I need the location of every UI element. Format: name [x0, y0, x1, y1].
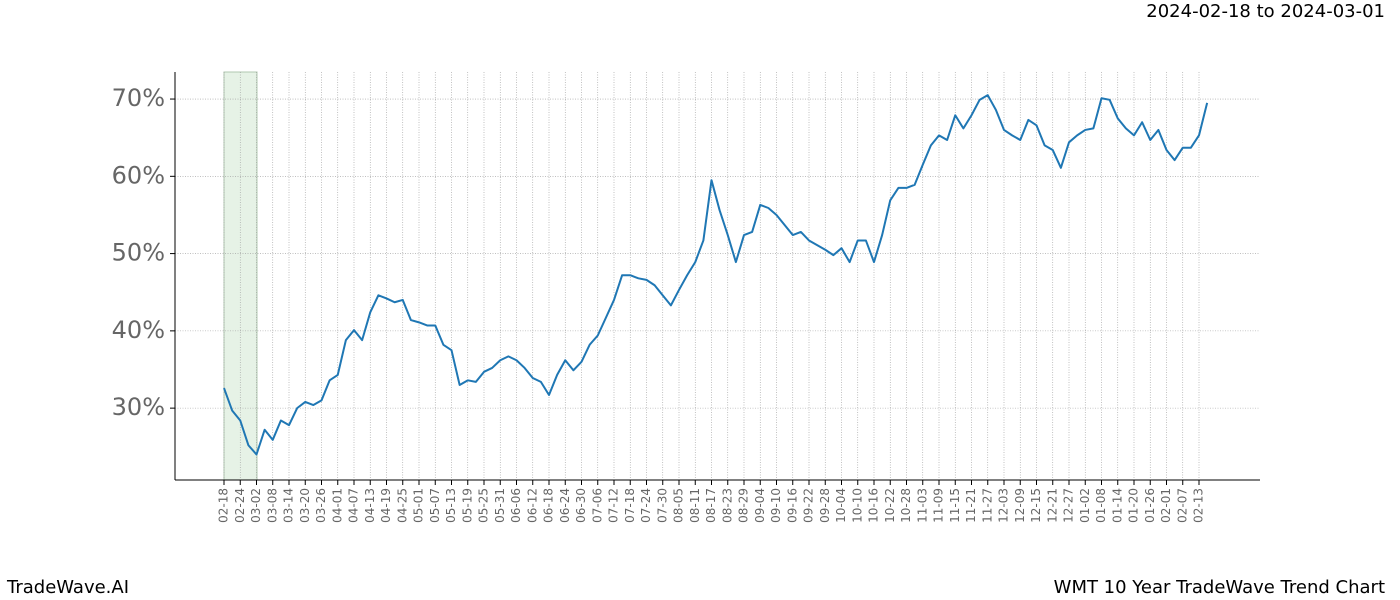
x-tick-label: 08-05	[672, 488, 686, 523]
x-tick-label: 10-28	[899, 488, 913, 523]
chart-title: 2024-02-18 to 2024-03-01	[1146, 1, 1385, 22]
x-tick-label: 02-01	[1159, 488, 1173, 523]
x-tick-label: 02-13	[1192, 488, 1206, 523]
x-tick-label: 12-15	[1029, 488, 1043, 523]
x-tick-label: 02-07	[1175, 488, 1189, 523]
x-tick-label: 04-25	[395, 488, 409, 523]
x-tick-label: 03-02	[249, 488, 263, 523]
x-tick-label: 04-07	[347, 488, 361, 523]
x-tick-label: 08-29	[737, 488, 751, 523]
x-tick-label: 09-16	[785, 488, 799, 523]
x-tick-label: 11-21	[964, 488, 978, 523]
x-tick-label: 06-24	[558, 488, 572, 523]
x-tick-label: 01-26	[1143, 488, 1157, 523]
x-tick-label: 01-20	[1127, 488, 1141, 523]
x-tick-label: 07-18	[623, 488, 637, 523]
x-tick-label: 11-15	[948, 488, 962, 523]
x-tick-label: 02-18	[217, 488, 231, 523]
footer-right: WMT 10 Year TradeWave Trend Chart	[1054, 577, 1385, 598]
x-tick-label: 12-27	[1062, 488, 1076, 523]
x-tick-label: 07-24	[639, 488, 653, 523]
x-tick-label: 05-01	[412, 488, 426, 523]
x-tick-label: 08-11	[688, 488, 702, 523]
x-tick-label: 08-23	[720, 488, 734, 523]
x-tick-label: 05-07	[428, 488, 442, 523]
x-tick-label: 04-19	[379, 488, 393, 523]
x-tick-label: 12-21	[1045, 488, 1059, 523]
x-tick-label: 06-06	[509, 488, 523, 523]
x-tick-label: 03-20	[298, 488, 312, 523]
x-tick-label: 06-18	[542, 488, 556, 523]
x-tick-label: 07-12	[607, 488, 621, 523]
x-tick-label: 06-12	[525, 488, 539, 523]
x-tick-label: 02-24	[233, 488, 247, 523]
x-tick-label: 11-03	[915, 488, 929, 523]
x-tick-label: 09-04	[753, 488, 767, 523]
x-tick-label: 07-06	[590, 488, 604, 523]
x-tick-label: 09-28	[818, 488, 832, 523]
x-tick-label: 10-22	[883, 488, 897, 523]
y-tick-label: 50%	[112, 239, 165, 267]
x-tick-label: 12-03	[997, 488, 1011, 523]
x-tick-label: 01-14	[1110, 488, 1124, 523]
footer-left: TradeWave.AI	[6, 577, 129, 598]
x-tick-label: 09-10	[769, 488, 783, 523]
x-tick-label: 03-08	[265, 488, 279, 523]
x-tick-label: 11-09	[932, 488, 946, 523]
x-tick-label: 05-13	[444, 488, 458, 523]
x-tick-label: 11-27	[980, 488, 994, 523]
y-tick-label: 30%	[112, 393, 165, 421]
x-tick-label: 05-25	[477, 488, 491, 523]
x-tick-label: 06-30	[574, 488, 588, 523]
trend-line	[223, 94, 1209, 456]
x-tick-label: 07-30	[655, 488, 669, 523]
x-tick-label: 10-10	[850, 488, 864, 523]
x-tick-label: 01-02	[1078, 488, 1092, 523]
x-tick-label: 03-14	[282, 488, 296, 523]
highlight-span	[223, 71, 258, 481]
x-tick-label: 04-13	[363, 488, 377, 523]
x-tick-label: 05-31	[493, 488, 507, 523]
x-tick-label: 08-17	[704, 488, 718, 523]
x-tick-label: 03-26	[314, 488, 328, 523]
x-tick-label: 05-19	[460, 488, 474, 523]
x-tick-label: 09-22	[802, 488, 816, 523]
y-tick-label: 60%	[112, 161, 165, 189]
x-tick-label: 10-16	[867, 488, 881, 523]
y-tick-label: 40%	[112, 316, 165, 344]
x-tick-label: 10-04	[834, 488, 848, 523]
x-tick-label: 12-09	[1013, 488, 1027, 523]
x-tick-label: 04-01	[330, 488, 344, 523]
y-tick-label: 70%	[112, 84, 165, 112]
x-tick-label: 01-08	[1094, 488, 1108, 523]
